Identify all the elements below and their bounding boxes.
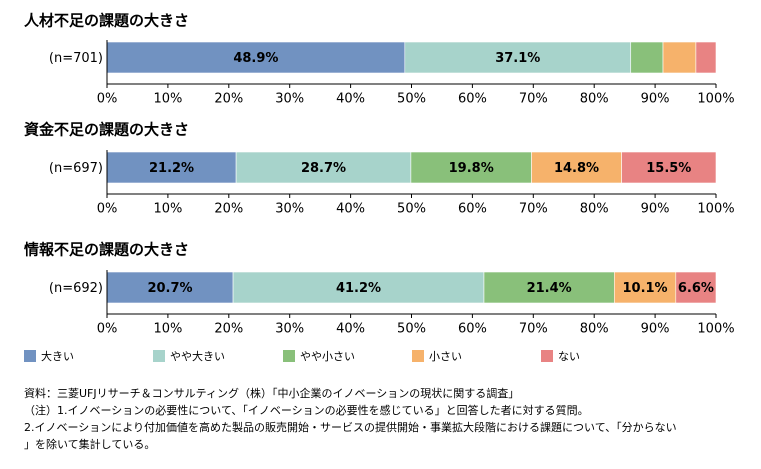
- x-tick-label: 10%: [153, 322, 182, 337]
- bar-segment: [106, 151, 237, 184]
- legend-swatch: [541, 350, 553, 362]
- data-label: 19.8%: [449, 161, 494, 176]
- bar-segment: [675, 271, 717, 304]
- x-tick-label: 50%: [397, 322, 426, 337]
- x-tick-label: 60%: [458, 322, 487, 337]
- x-tick-label: 90%: [641, 322, 670, 337]
- x-tick-label: 20%: [214, 322, 243, 337]
- x-tick-label: 50%: [397, 202, 426, 217]
- x-tick-label: 0%: [97, 322, 118, 337]
- x-tick-label: 60%: [458, 202, 487, 217]
- data-label: 10.1%: [622, 281, 667, 296]
- legend-swatch: [153, 350, 165, 362]
- x-tick-label: 100%: [697, 92, 734, 107]
- legend-label: やや大きい: [170, 349, 225, 363]
- x-tick-label: 10%: [153, 92, 182, 107]
- chart-title: 情報不足の課題の大きさ: [24, 241, 189, 259]
- x-tick-label: 80%: [580, 92, 609, 107]
- data-label: 28.7%: [301, 161, 346, 176]
- x-tick-label: 70%: [519, 202, 548, 217]
- legend-label: ない: [558, 350, 580, 363]
- x-tick-label: 100%: [697, 322, 734, 337]
- legend-label: 大きい: [41, 349, 74, 363]
- note-1: （注）1.イノベーションの必要性について、「イノベーションの必要性を感じている」…: [24, 404, 589, 417]
- x-tick-label: 40%: [336, 92, 365, 107]
- x-tick-label: 20%: [214, 92, 243, 107]
- data-label: 14.8%: [554, 161, 599, 176]
- x-tick-label: 10%: [153, 202, 182, 217]
- x-tick-label: 100%: [697, 202, 734, 217]
- x-tick-label: 70%: [519, 322, 548, 337]
- data-label: 41.2%: [336, 281, 381, 296]
- bar-segment: [235, 151, 412, 184]
- chart-title: 人材不足の課題の大きさ: [24, 12, 189, 30]
- x-tick-label: 40%: [336, 202, 365, 217]
- bar-segment: [531, 151, 622, 184]
- x-tick-label: 80%: [580, 322, 609, 337]
- bar-segment: [410, 151, 532, 184]
- data-label: 21.2%: [149, 161, 194, 176]
- x-tick-label: 0%: [97, 92, 118, 107]
- x-tick-label: 90%: [641, 202, 670, 217]
- bar-segment: [106, 41, 406, 74]
- category-label: (n=697): [49, 161, 103, 176]
- x-tick-label: 30%: [275, 92, 304, 107]
- bar-segment: [404, 41, 632, 74]
- data-label: 21.4%: [527, 281, 572, 296]
- legend-label: やや小さい: [300, 350, 355, 363]
- bar-segment: [106, 271, 234, 304]
- x-tick-label: 40%: [336, 322, 365, 337]
- data-label: 37.1%: [495, 51, 540, 66]
- bar-segment: [232, 271, 485, 304]
- x-tick-label: 30%: [275, 322, 304, 337]
- x-tick-label: 20%: [214, 202, 243, 217]
- category-label: (n=701): [49, 51, 103, 66]
- legend-label: 小さい: [429, 350, 462, 363]
- x-tick-label: 60%: [458, 92, 487, 107]
- bar-segment: [483, 271, 615, 304]
- x-tick-label: 0%: [97, 202, 118, 217]
- data-label: 6.6%: [678, 281, 714, 296]
- legend-swatch: [412, 350, 424, 362]
- x-tick-label: 50%: [397, 92, 426, 107]
- legend-swatch: [283, 350, 295, 362]
- bar-segment: [695, 41, 717, 74]
- data-label: 20.7%: [147, 281, 192, 296]
- data-label: 15.5%: [646, 161, 691, 176]
- x-tick-label: 90%: [641, 92, 670, 107]
- x-tick-label: 70%: [519, 92, 548, 107]
- note-3: 」を除いて集計している。: [24, 438, 156, 451]
- bar-segment: [630, 41, 664, 74]
- x-tick-label: 30%: [275, 202, 304, 217]
- legend-swatch: [24, 350, 36, 362]
- x-tick-label: 80%: [580, 202, 609, 217]
- category-label: (n=692): [49, 281, 103, 296]
- source-note: 資料：三菱UFJリサーチ＆コンサルティング（株）「中小企業のイノベーションの現状…: [24, 387, 520, 400]
- bar-segment: [662, 41, 697, 74]
- data-label: 48.9%: [233, 51, 278, 66]
- note-2: 2.イノベーションにより付加価値を高めた製品の販売開始・サービスの提供開始・事業…: [24, 421, 677, 434]
- chart-title: 資金不足の課題の大きさ: [24, 121, 189, 139]
- bar-segment: [621, 151, 717, 184]
